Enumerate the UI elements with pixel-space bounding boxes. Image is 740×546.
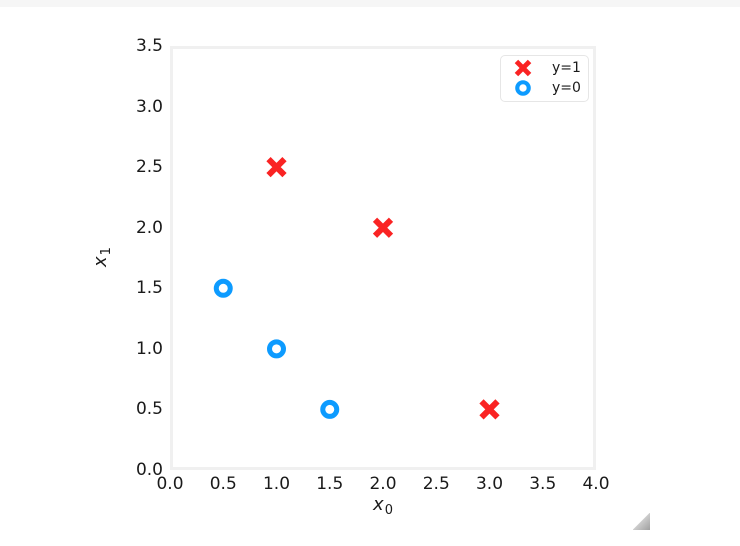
plot-area: [170, 46, 596, 470]
scatter-plot: [213, 157, 500, 420]
y-tick-label: 0.5: [135, 399, 163, 420]
x-marker-icon: [511, 58, 535, 78]
y-tick-label: 2.0: [135, 217, 163, 238]
x-tick-label: 2.5: [422, 474, 450, 494]
x-tick-label: 3.5: [529, 474, 557, 494]
y-axis-label-var: x: [90, 256, 111, 267]
circle-marker-icon: [511, 78, 535, 98]
x-tick-label: 0.0: [156, 474, 184, 494]
data-point-y1: [479, 399, 500, 420]
x-axis-label: x0: [373, 494, 393, 522]
y-tick-label: 0.0: [135, 460, 163, 480]
data-point-y0: [213, 278, 233, 298]
legend-entry: y=0: [511, 78, 588, 98]
x-tick-label: 4.0: [582, 474, 610, 494]
data-point-y0: [320, 399, 340, 419]
data-point-y1: [266, 157, 287, 178]
resize-grip-icon[interactable]: [633, 513, 650, 530]
y-tick-label: 1.0: [135, 338, 163, 359]
top-border-strip: [0, 0, 740, 7]
y-tick-label: 3.5: [135, 36, 163, 56]
y-axis-label-subscript: 1: [99, 247, 114, 256]
legend: y=1 y=0: [500, 55, 589, 102]
legend-entry: y=1: [511, 58, 588, 78]
x-tick-label: 1.5: [316, 474, 344, 494]
y-tick-label: 1.5: [135, 278, 163, 299]
x-tick-label: 1.0: [262, 474, 291, 494]
y-tick-label: 3.0: [135, 96, 163, 117]
legend-label: y=0: [552, 80, 581, 96]
data-point-y0: [267, 339, 286, 359]
data-point-y1: [372, 217, 394, 238]
y-tick-label: 2.5: [135, 157, 163, 178]
x-tick-label: 3.0: [475, 474, 504, 494]
x-axis-label-var: x: [373, 494, 384, 515]
x-tick-label: 2.0: [369, 474, 397, 494]
x-tick-label: 0.5: [209, 474, 237, 494]
legend-label: y=1: [552, 60, 581, 76]
y-axis-label: x1: [90, 247, 118, 267]
x-axis-label-subscript: 0: [384, 503, 393, 518]
